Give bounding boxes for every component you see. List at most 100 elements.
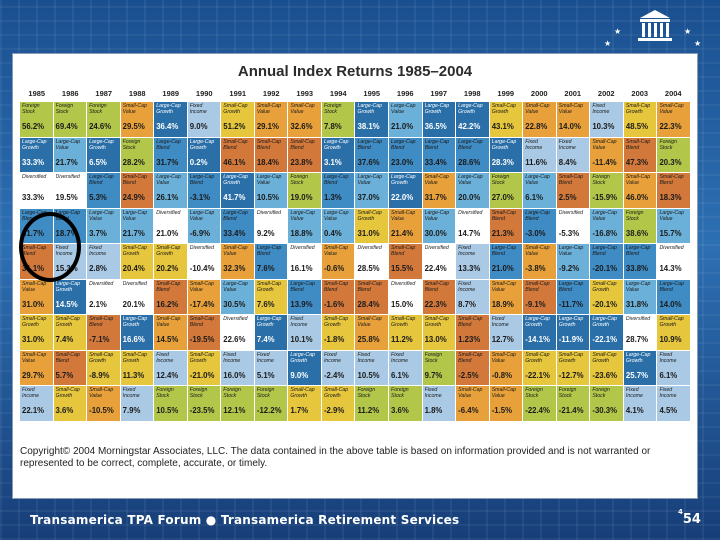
return-value: 15.7% xyxy=(659,228,682,238)
return-cell: Large-Cap Value 15.7% xyxy=(657,208,690,243)
asset-class-label: Diversified xyxy=(256,209,282,216)
return-cell: Small-Cap Value 29.7% xyxy=(20,350,53,385)
asset-class-label: Fixed Income xyxy=(525,138,543,151)
return-value: 29.7% xyxy=(22,370,45,380)
return-cell: Large-Cap Growth 6.5% xyxy=(87,137,120,172)
return-cell: Small-Cap Growth 20.2% xyxy=(154,244,187,279)
return-value: 15.0% xyxy=(391,299,414,309)
return-value: 9.0% xyxy=(189,122,208,131)
asset-class-label: Foreign Stock xyxy=(391,387,409,399)
return-cell: Small-Cap Blend 15.5% xyxy=(389,244,422,279)
asset-class-label: Large-Cap Value xyxy=(357,174,382,186)
return-value: 43.1% xyxy=(491,122,514,131)
return-value: 31.0% xyxy=(357,228,380,238)
asset-class-label: Large-Cap Growth xyxy=(558,316,584,328)
return-value: 11.3% xyxy=(122,370,145,380)
return-cell: Large-Cap Growth 36.5% xyxy=(422,102,456,137)
return-cell: Large-Cap Value 37.0% xyxy=(355,173,389,208)
asset-class-label: Large-Cap Value xyxy=(424,209,450,222)
return-cell: Small-Cap Blend 18.4% xyxy=(254,137,288,172)
return-value: 10.3% xyxy=(592,122,615,131)
return-cell: Small-Cap Blend 2.5% xyxy=(556,173,590,208)
return-cell: Foreign Stock -22.4% xyxy=(523,386,556,421)
year-label: 1997 xyxy=(430,89,448,98)
asset-class-label: Large-Cap Value xyxy=(89,209,114,222)
return-value: 23.8% xyxy=(290,157,313,167)
asset-class-label: Large-Cap Value xyxy=(625,280,651,293)
return-value: 32.6% xyxy=(290,122,313,131)
return-cell: Large-Cap Blend 31.7% xyxy=(20,208,53,243)
return-cell: Fixed Income 8.7% xyxy=(456,279,489,314)
asset-class-label: Fixed Income xyxy=(458,280,476,293)
asset-class-label: Fixed Income xyxy=(625,387,643,399)
asset-class-label: Large-Cap Blend xyxy=(391,138,416,151)
return-value: -10.4% xyxy=(189,264,215,273)
return-cell: Foreign Stock 28.2% xyxy=(120,137,154,172)
return-cell: Large-Cap Growth -22.1% xyxy=(590,315,623,350)
asset-class-label: Large-Cap Blend xyxy=(558,280,584,293)
return-value: 5.3% xyxy=(89,193,107,202)
asset-class-label: Small-Cap Growth xyxy=(323,387,349,399)
asset-class-label: Small-Cap Growth xyxy=(156,245,181,257)
asset-class-label: Diversified xyxy=(391,280,416,287)
return-value: 33.3% xyxy=(22,193,45,202)
return-cell: Foreign Stock 56.2% xyxy=(20,102,53,137)
return-value: 29.5% xyxy=(122,122,145,131)
return-value: 10.5% xyxy=(256,193,279,202)
return-cell: Foreign Stock 19.0% xyxy=(288,173,321,208)
asset-class-label: Fixed Income xyxy=(55,245,73,257)
asset-class-label: Foreign Stock xyxy=(625,209,644,222)
asset-class-label: Large-Cap Blend xyxy=(290,280,315,293)
asset-class-label: Small-Cap Growth xyxy=(525,351,550,364)
return-value: 20.1% xyxy=(122,299,145,309)
return-value: -1.5% xyxy=(491,406,513,415)
return-cell: Diversified 28.7% xyxy=(623,315,657,350)
return-value: -1.8% xyxy=(323,335,345,344)
return-cell: Small-Cap Blend 5.7% xyxy=(53,350,87,385)
asset-class-label: Foreign Stock xyxy=(256,387,275,399)
return-cell: Large-Cap Growth -14.1% xyxy=(523,315,556,350)
return-value: 22.6% xyxy=(223,335,246,344)
return-value: 3.6% xyxy=(55,406,74,415)
return-cell: Large-Cap Value 10.5% xyxy=(254,173,288,208)
year-label: 1998 xyxy=(463,89,481,98)
return-value: 25.8% xyxy=(357,335,380,344)
return-value: 21.4% xyxy=(391,228,414,238)
page-number: 454 xyxy=(678,508,701,527)
return-cell: Large-Cap Value 21.0% xyxy=(389,102,422,137)
return-cell: Large-Cap Growth 3.1% xyxy=(321,137,355,172)
return-cell: Large-Cap Value -9.2% xyxy=(556,244,590,279)
asset-class-label: Foreign Stock xyxy=(89,103,107,115)
asset-class-label: Small-Cap Blend xyxy=(491,209,516,222)
return-cell: Large-Cap Value 30.0% xyxy=(422,208,456,243)
return-cell: Small-Cap Growth 3.6% xyxy=(53,386,87,421)
return-value: 31.7% xyxy=(22,228,45,238)
asset-class-label: Large-Cap Blend xyxy=(256,245,282,257)
return-value: -6.4% xyxy=(458,406,479,415)
return-cell: Diversified 15.0% xyxy=(389,279,422,314)
return-value: -15.9% xyxy=(592,193,618,202)
svg-text:★: ★ xyxy=(604,39,611,48)
return-cell: Large-Cap Value 31.8% xyxy=(623,279,657,314)
return-value: 33.8% xyxy=(625,264,648,273)
asset-class-label: Small-Cap Blend xyxy=(323,280,349,293)
asset-class-label: Large-Cap Blend xyxy=(458,138,483,151)
return-value: 31.0% xyxy=(22,335,45,344)
return-cell: Diversified -10.4% xyxy=(187,244,221,279)
asset-class-label: Foreign Stock xyxy=(122,138,141,151)
asset-class-label: Large-Cap Growth xyxy=(491,138,517,151)
return-value: 15.3% xyxy=(55,264,78,273)
return-cell: Small-Cap Value 32.6% xyxy=(288,102,321,137)
return-cell: Small-Cap Value 22.8% xyxy=(523,102,556,137)
svg-text:★: ★ xyxy=(684,27,691,36)
asset-class-label: Small-Cap Value xyxy=(256,103,282,115)
return-value: -16.8% xyxy=(592,228,618,238)
svg-text:★: ★ xyxy=(694,39,701,48)
return-cell: Foreign Stock -30.3% xyxy=(590,386,623,421)
asset-class-label: Small-Cap Blend xyxy=(223,138,248,151)
return-value: 1.7% xyxy=(290,406,309,415)
return-value: 56.2% xyxy=(22,122,45,131)
year-label: 2002 xyxy=(597,89,615,98)
return-value: 48.5% xyxy=(625,122,648,131)
asset-class-label: Large-Cap Value xyxy=(391,103,416,115)
